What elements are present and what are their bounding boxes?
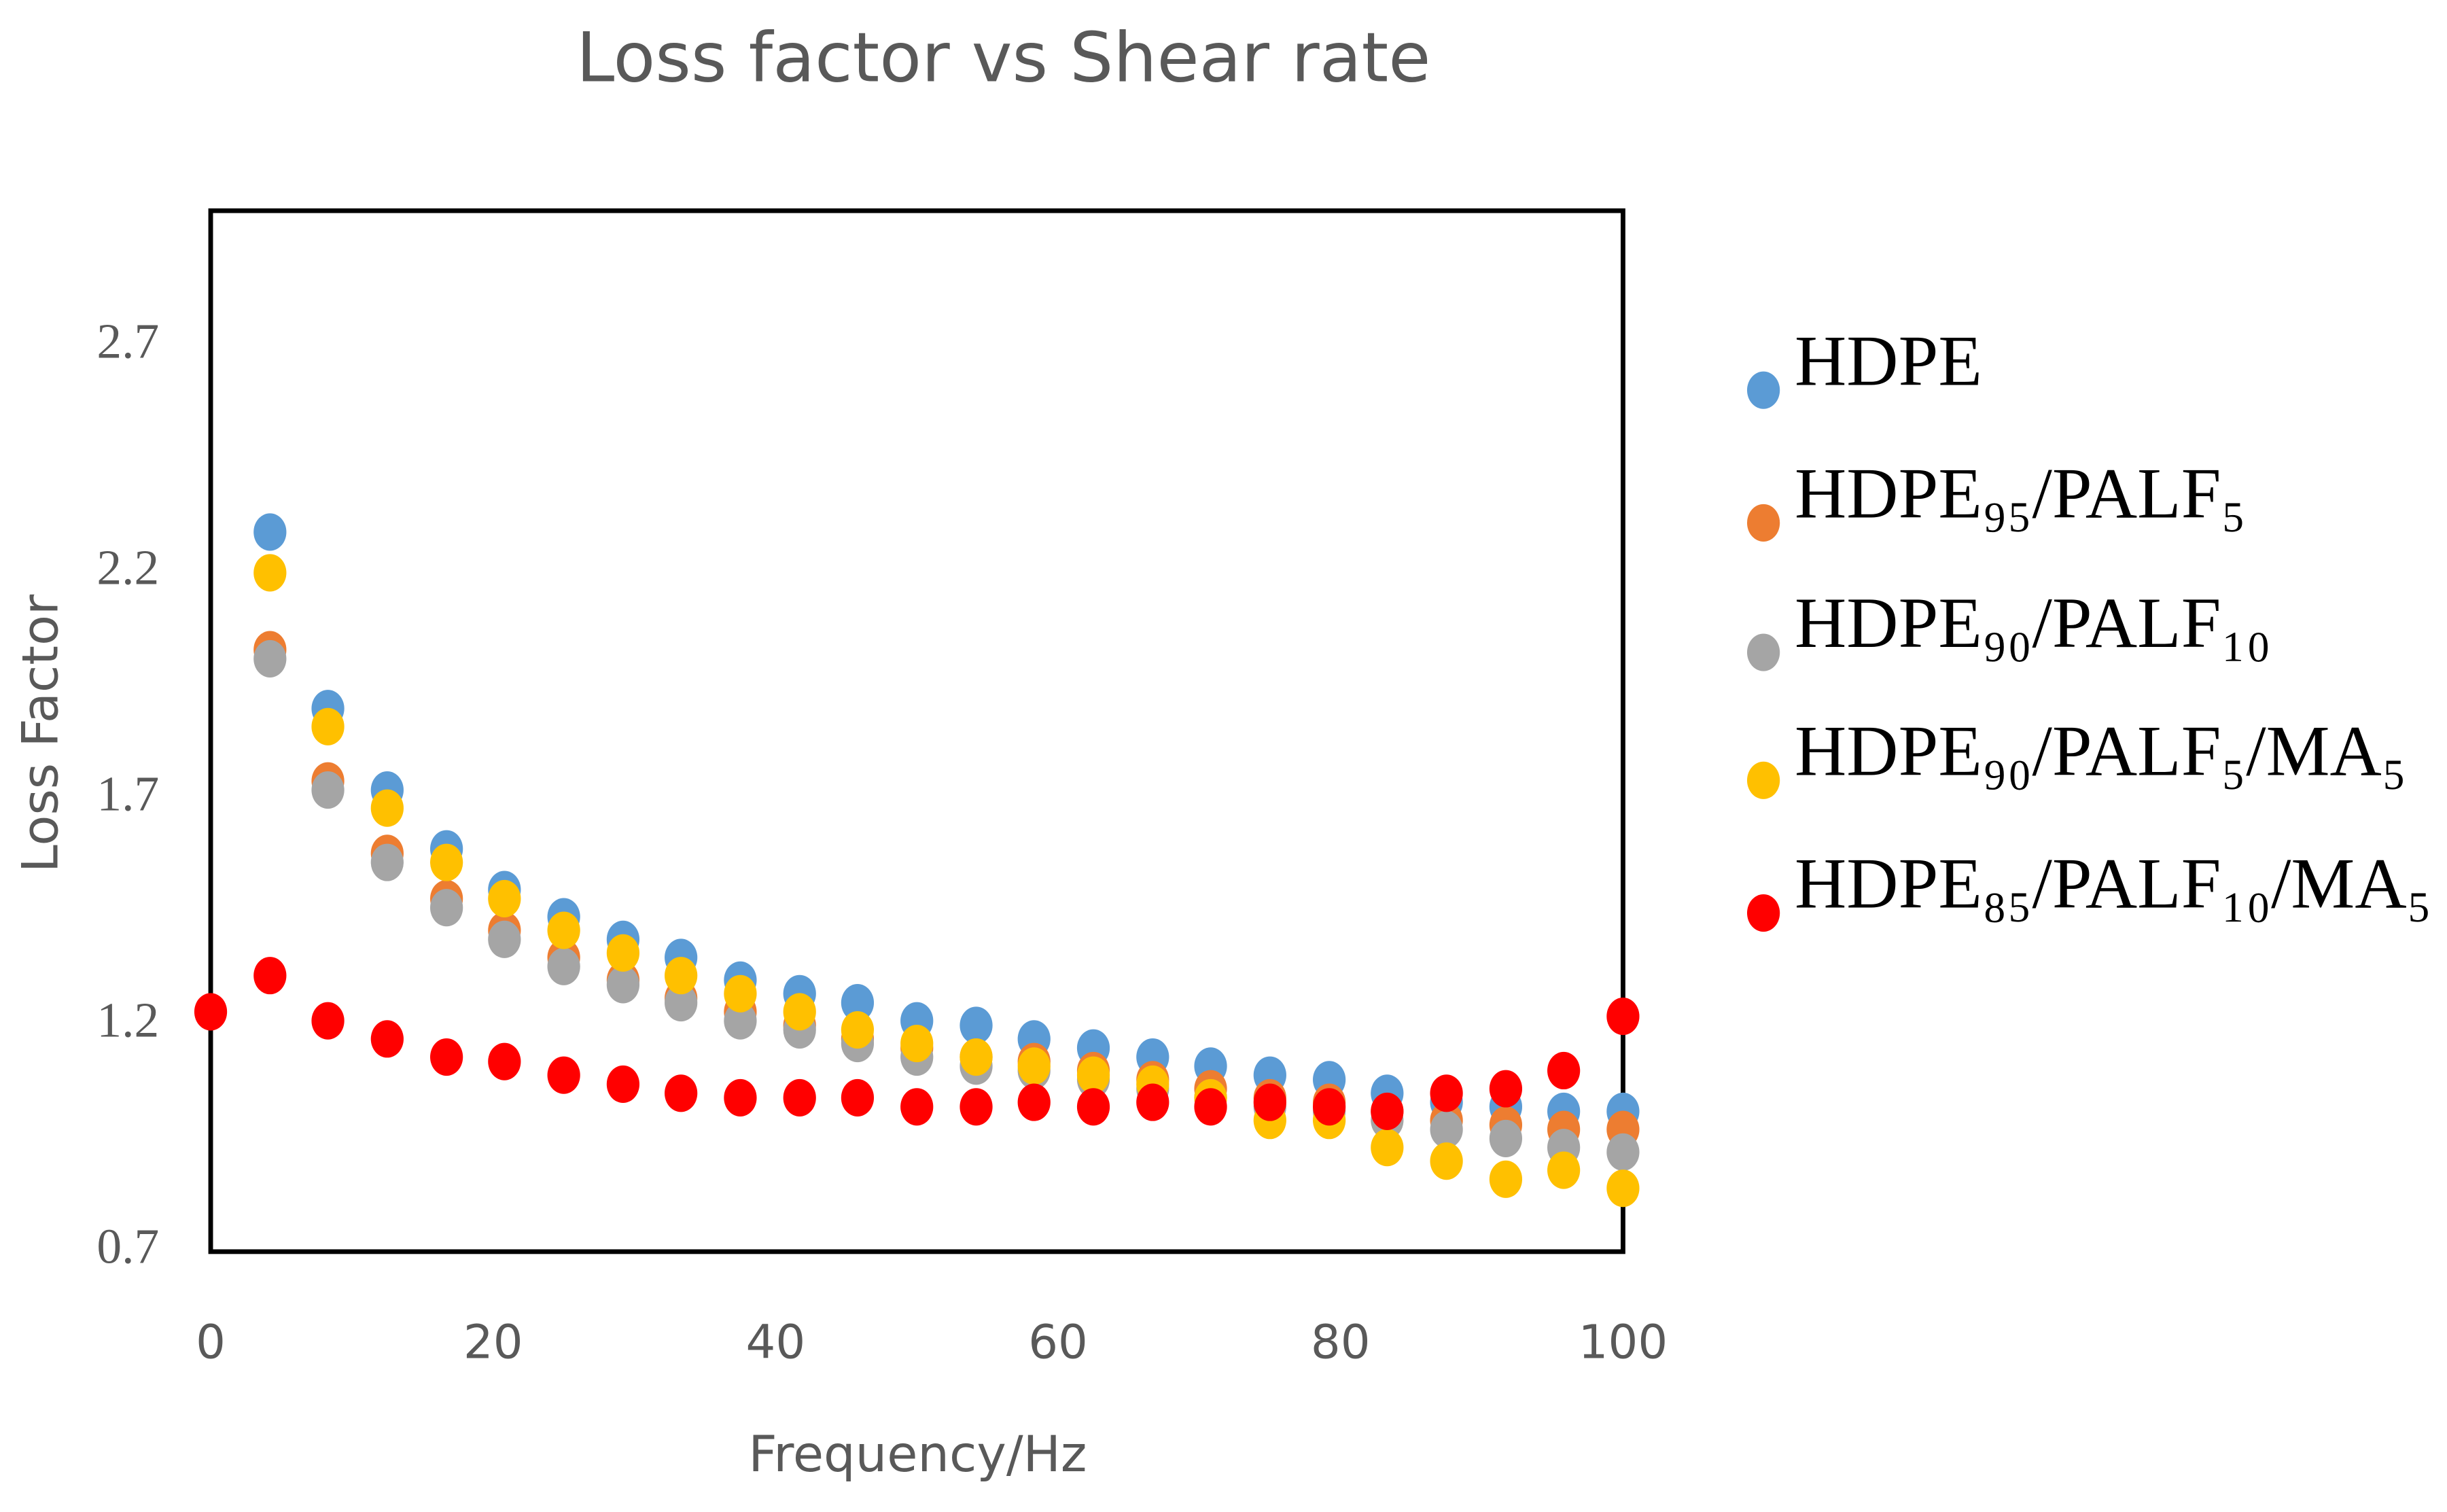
data-point bbox=[1017, 1083, 1051, 1121]
data-point bbox=[370, 789, 404, 827]
data-point bbox=[1606, 1133, 1640, 1171]
legend-label: HDPE₉₅/PALF₅ bbox=[1795, 453, 2246, 533]
data-point bbox=[900, 1088, 934, 1126]
data-point bbox=[1194, 1088, 1227, 1126]
data-point bbox=[547, 911, 580, 949]
data-point bbox=[547, 1056, 580, 1094]
data-point bbox=[783, 993, 816, 1031]
y-tick-label: 2.7 bbox=[96, 314, 159, 369]
data-point bbox=[1076, 1056, 1110, 1094]
legend-marker bbox=[1746, 371, 1780, 409]
data-point bbox=[1430, 1110, 1463, 1148]
data-point bbox=[665, 984, 698, 1022]
data-point bbox=[488, 920, 521, 958]
data-point bbox=[1371, 1129, 1404, 1167]
data-point bbox=[783, 1078, 816, 1117]
data-point bbox=[1547, 1151, 1581, 1189]
data-point bbox=[253, 554, 287, 592]
data-point bbox=[311, 771, 345, 809]
x-tick-label: 100 bbox=[1579, 1316, 1668, 1370]
data-point bbox=[253, 957, 287, 995]
data-point bbox=[1489, 1119, 1523, 1157]
y-tick-label: 1.2 bbox=[96, 993, 159, 1048]
data-point bbox=[194, 993, 228, 1031]
data-point bbox=[724, 1002, 757, 1040]
data-point bbox=[1547, 1051, 1581, 1090]
data-point bbox=[1606, 998, 1640, 1036]
data-point bbox=[488, 879, 521, 917]
data-point bbox=[606, 966, 640, 1004]
data-point bbox=[606, 934, 640, 972]
data-point bbox=[665, 957, 698, 995]
data-point bbox=[430, 889, 463, 927]
legend-marker bbox=[1746, 633, 1780, 671]
data-point bbox=[253, 639, 287, 678]
data-point bbox=[1253, 1083, 1286, 1121]
x-tick-label: 20 bbox=[463, 1316, 523, 1370]
data-point bbox=[900, 1024, 934, 1063]
x-tick-label: 0 bbox=[196, 1316, 226, 1370]
data-point bbox=[253, 513, 287, 551]
data-point bbox=[311, 1002, 345, 1040]
y-tick-label: 0.7 bbox=[96, 1219, 159, 1274]
data-point bbox=[1430, 1142, 1463, 1180]
data-point bbox=[841, 1010, 875, 1049]
data-point bbox=[960, 1006, 993, 1044]
legend-label: HDPE₉₀/PALF₁₀ bbox=[1795, 583, 2271, 663]
legend-marker bbox=[1746, 894, 1780, 932]
data-point bbox=[606, 1065, 640, 1104]
y-tick-label: 1.7 bbox=[96, 767, 159, 822]
x-tick-label: 40 bbox=[746, 1316, 806, 1370]
data-point bbox=[1489, 1160, 1523, 1198]
data-point bbox=[960, 1088, 993, 1126]
data-point bbox=[370, 1020, 404, 1058]
data-point bbox=[370, 843, 404, 881]
data-point bbox=[724, 1078, 757, 1117]
y-axis-title: Loss Factor bbox=[12, 594, 69, 873]
legend-marker bbox=[1746, 504, 1780, 542]
data-point bbox=[1371, 1092, 1404, 1130]
x-tick-label: 60 bbox=[1028, 1316, 1088, 1370]
plot-frame bbox=[208, 208, 1625, 1254]
legend-label: HDPE bbox=[1795, 321, 1982, 400]
data-point bbox=[724, 974, 757, 1013]
data-point bbox=[841, 984, 875, 1022]
data-point bbox=[430, 1038, 463, 1076]
x-axis-title: Frequency/Hz bbox=[748, 1426, 1087, 1483]
data-point bbox=[1017, 1047, 1051, 1085]
legend-marker bbox=[1746, 761, 1780, 799]
legend-label: HDPE₈₅/PALF₁₀/MA₅ bbox=[1795, 844, 2431, 924]
data-point bbox=[547, 947, 580, 985]
y-tick-label: 2.2 bbox=[96, 540, 159, 595]
data-point bbox=[1606, 1170, 1640, 1208]
legend-label: HDPE₉₀/PALF₅/MA₅ bbox=[1795, 711, 2407, 790]
data-point bbox=[1136, 1083, 1169, 1121]
data-point bbox=[1430, 1074, 1463, 1112]
data-point bbox=[311, 707, 345, 745]
data-point bbox=[1313, 1088, 1346, 1126]
data-point bbox=[488, 1042, 521, 1080]
x-tick-label: 80 bbox=[1311, 1316, 1371, 1370]
data-point bbox=[1076, 1088, 1110, 1126]
data-point bbox=[841, 1078, 875, 1117]
data-point bbox=[430, 843, 463, 881]
data-point bbox=[665, 1074, 698, 1112]
data-point bbox=[960, 1038, 993, 1076]
data-point bbox=[1489, 1070, 1523, 1108]
chart-title: Loss factor vs Shear rate bbox=[576, 18, 1430, 98]
